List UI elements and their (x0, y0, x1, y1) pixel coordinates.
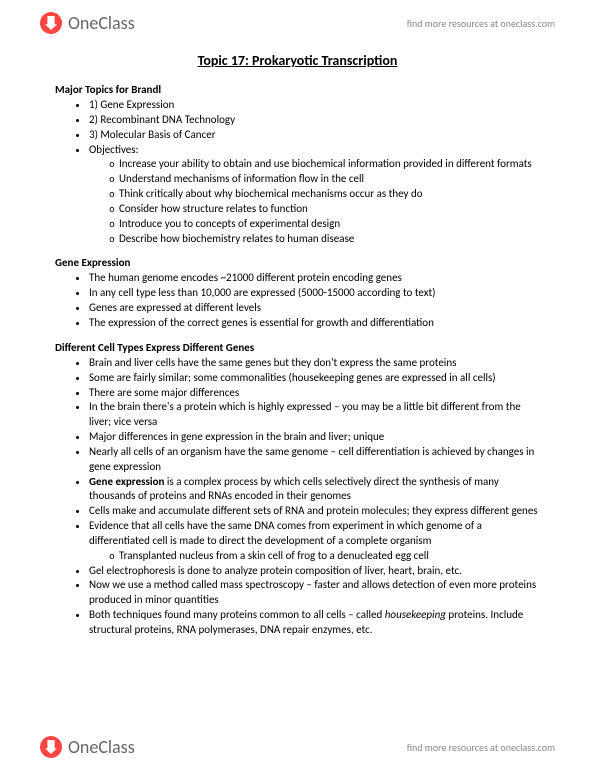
list-item: Nearly all cells of an organism have the… (89, 445, 540, 475)
page-header: OneClass find more resources at oneclass… (0, 0, 595, 42)
logo-icon (40, 12, 62, 34)
bullet-list: 1) Gene Expression2) Recombinant DNA Tec… (55, 98, 540, 246)
section-heading: Major Topics for Brandl (55, 83, 540, 96)
list-item: Brain and liver cells have the same gene… (89, 356, 540, 371)
list-item: In any cell type less than 10,000 are ex… (89, 286, 540, 301)
bullet-list: The human genome encodes ~21000 differen… (55, 271, 540, 330)
footer-link[interactable]: find more resources at oneclass.com (407, 741, 555, 754)
sub-list: Transplanted nucleus from a skin cell of… (89, 549, 540, 564)
list-item: There are some major differences (89, 386, 540, 401)
sub-list-item: Transplanted nucleus from a skin cell of… (119, 549, 540, 564)
list-item: Evidence that all cells have the same DN… (89, 519, 540, 564)
list-item: The expression of the correct genes is e… (89, 316, 540, 331)
section-heading: Different Cell Types Express Different G… (55, 341, 540, 354)
footer-logo: OneClass (40, 736, 135, 758)
header-link[interactable]: find more resources at oneclass.com (407, 17, 555, 30)
bullet-list: Brain and liver cells have the same gene… (55, 356, 540, 638)
footer-logo-text: OneClass (68, 736, 135, 758)
list-item: 3) Molecular Basis of Cancer (89, 128, 540, 143)
logo: OneClass (40, 12, 135, 34)
list-item: 2) Recombinant DNA Technology (89, 113, 540, 128)
section-heading: Gene Expression (55, 256, 540, 269)
sub-list-item: Increase your ability to obtain and use … (119, 157, 540, 172)
document-body: Topic 17: Prokaryotic Transcription Majo… (0, 42, 595, 638)
list-item: Objectives:Increase your ability to obta… (89, 143, 540, 247)
sub-list-item: Introduce you to concepts of experimenta… (119, 217, 540, 232)
list-item: The human genome encodes ~21000 differen… (89, 271, 540, 286)
list-item: Genes are expressed at different levels (89, 301, 540, 316)
list-item: Now we use a method called mass spectros… (89, 578, 540, 608)
logo-text: OneClass (68, 12, 135, 34)
logo-icon (40, 736, 62, 758)
list-item: Some are fairly similar; some commonalit… (89, 371, 540, 386)
list-item: Gel electrophoresis is done to analyze p… (89, 564, 540, 579)
page-title: Topic 17: Prokaryotic Transcription (55, 52, 540, 69)
list-item: Both techniques found many proteins comm… (89, 608, 540, 638)
list-item: Gene expression is a complex process by … (89, 475, 540, 505)
sub-list: Increase your ability to obtain and use … (89, 157, 540, 246)
list-item: Cells make and accumulate different sets… (89, 504, 540, 519)
list-item: Major differences in gene expression in … (89, 430, 540, 445)
list-item: 1) Gene Expression (89, 98, 540, 113)
list-item: In the brain there's a protein which is … (89, 400, 540, 430)
sub-list-item: Consider how structure relates to functi… (119, 202, 540, 217)
sub-list-item: Think critically about why biochemical m… (119, 187, 540, 202)
sub-list-item: Understand mechanisms of information flo… (119, 172, 540, 187)
page-footer: OneClass find more resources at oneclass… (0, 728, 595, 770)
sub-list-item: Describe how biochemistry relates to hum… (119, 232, 540, 247)
